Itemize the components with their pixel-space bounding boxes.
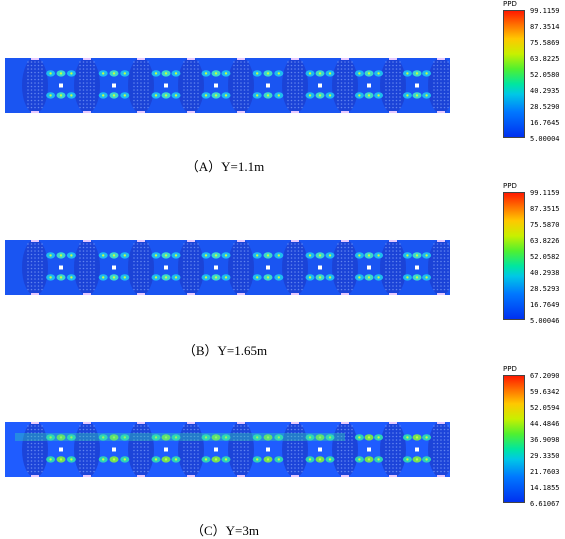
ppd-contour-svg-c xyxy=(5,422,450,477)
legend-label: 29.3350 xyxy=(530,452,560,460)
legend-label: 44.4846 xyxy=(530,420,560,428)
legend-label: 14.1855 xyxy=(530,484,560,492)
legend-label: 59.6342 xyxy=(530,388,560,396)
legend-label: 16.7649 xyxy=(530,301,560,309)
legend-color-bar xyxy=(503,10,525,138)
legend-label: 5.00046 xyxy=(530,317,560,325)
ppd-contour-plot-a xyxy=(5,58,450,113)
legend-color-bar xyxy=(503,192,525,320)
legend-title: PPD xyxy=(503,365,517,373)
ppd-contour-svg-a xyxy=(5,58,450,113)
legend-label: 99.1159 xyxy=(530,189,560,197)
legend-label: 5.00004 xyxy=(530,135,560,143)
legend-title: PPD xyxy=(503,182,517,190)
legend-label: 21.7603 xyxy=(530,468,560,476)
ppd-contour-plot-b xyxy=(5,240,450,295)
legend-title: PPD xyxy=(503,0,517,8)
legend-label: 75.5869 xyxy=(530,39,560,47)
legend-label: 87.3515 xyxy=(530,205,560,213)
legend-label: 52.0580 xyxy=(530,71,560,79)
legend-label: 52.0582 xyxy=(530,253,560,261)
caption-b: （B）Y=1.65m xyxy=(182,343,268,358)
legend-label: 63.8226 xyxy=(530,237,560,245)
legend-label: 99.1159 xyxy=(530,7,560,15)
legend-label: 28.5293 xyxy=(530,285,560,293)
legend-label: 67.2090 xyxy=(530,372,560,380)
caption-c: （C）Y=3m xyxy=(190,523,259,538)
legend-color-bar xyxy=(503,375,525,503)
legend-label: 63.8225 xyxy=(530,55,560,63)
legend-label: 28.5290 xyxy=(530,103,560,111)
legend-label: 6.61067 xyxy=(530,500,560,508)
legend-label: 75.5870 xyxy=(530,221,560,229)
legend-label: 87.3514 xyxy=(530,23,560,31)
legend-label: 52.0594 xyxy=(530,404,560,412)
legend-label: 40.2935 xyxy=(530,87,560,95)
legend-label: 16.7645 xyxy=(530,119,560,127)
ppd-contour-svg-b xyxy=(5,240,450,295)
legend-label: 36.9098 xyxy=(530,436,560,444)
ppd-contour-plot-c xyxy=(5,422,450,477)
legend-label: 40.2938 xyxy=(530,269,560,277)
caption-a: （A）Y=1.1m xyxy=(185,159,265,174)
